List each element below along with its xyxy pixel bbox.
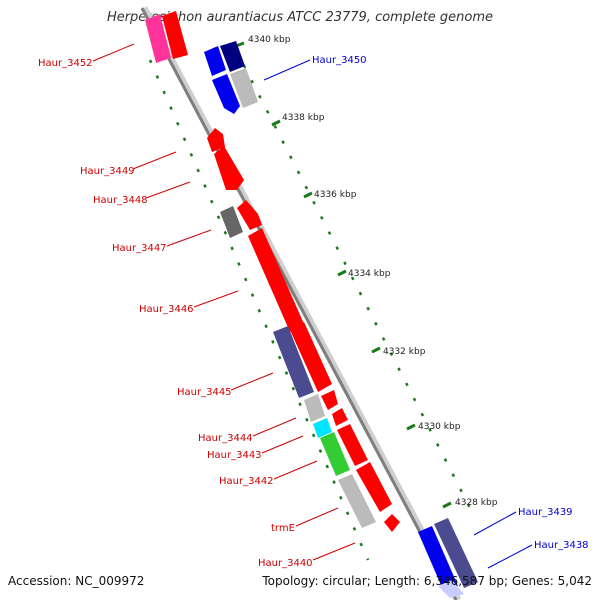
gene-label-leader: [273, 460, 318, 480]
gene-haur-3444-b[interactable]: [321, 390, 338, 410]
gene-label-leader: [263, 59, 311, 81]
gene-label-leader: [92, 43, 135, 62]
gene-haur-3439[interactable]: [418, 526, 458, 592]
gene-label[interactable]: Haur_3447: [112, 243, 167, 254]
gene-haur-3446[interactable]: [248, 228, 304, 332]
backbone-shadow: [140, 6, 462, 600]
gene-label-leader: [487, 544, 533, 569]
gene-label-leader: [261, 435, 304, 454]
gene-label-leader: [295, 507, 339, 527]
scale-tick-label: 4338 kbp: [282, 113, 325, 123]
gene-label[interactable]: Haur_3444: [198, 433, 253, 444]
gene-haur-3452-b[interactable]: [162, 11, 188, 59]
gene-label-leader: [252, 417, 297, 437]
gene-label-leader: [312, 542, 356, 561]
gene-haur-3450[interactable]: [204, 46, 226, 76]
gene-label[interactable]: Haur_3449: [80, 166, 135, 177]
scale-tick-label: 4330 kbp: [418, 422, 461, 432]
genome-backbone: [140, 7, 458, 600]
gene-haur-3442-b[interactable]: [356, 462, 392, 512]
scale-tick-label: 4340 kbp: [248, 35, 291, 45]
outer-dotted-track: [234, 49, 472, 509]
gene-haur-3449-b[interactable]: [214, 146, 244, 190]
scale-ticks: 4340 kbp 4338 kbp 4336 kbp 4334 kbp 4332…: [235, 35, 498, 509]
scale-tick-mark: [406, 423, 416, 431]
scale-tick-label: 4334 kbp: [348, 269, 391, 279]
gene-haur-3443-b[interactable]: [337, 424, 368, 466]
gene-label[interactable]: Haur_3448: [93, 195, 148, 206]
gene-haur-3444-c[interactable]: [332, 408, 348, 426]
gene-haur-3449[interactable]: [207, 128, 225, 152]
gene-label[interactable]: Haur_3445: [177, 387, 232, 398]
scale-tick-mark: [271, 119, 281, 127]
gene-label[interactable]: Haur_3450: [312, 55, 367, 66]
inner-dotted-track: [148, 59, 370, 561]
gene-label[interactable]: Haur_3452: [38, 58, 93, 69]
gene-blocks: [145, 11, 478, 598]
gene-haur-3445-b[interactable]: [290, 322, 332, 392]
gene-haur-3450-c[interactable]: [212, 74, 240, 114]
gene-label[interactable]: Haur_3443: [207, 450, 262, 461]
gene-haur-3444[interactable]: [304, 394, 325, 422]
scale-tick-mark: [303, 191, 313, 199]
gene-trmE-b[interactable]: [384, 514, 400, 532]
scale-tick-label: 4328 kbp: [455, 498, 498, 508]
accession-text: Accession: NC_009972: [8, 574, 145, 588]
gene-label-leader: [193, 290, 239, 308]
scale-tick-mark: [371, 346, 381, 354]
gene-label-leader: [166, 229, 212, 247]
gene-label[interactable]: Haur_3446: [139, 304, 194, 315]
gene-haur-3443[interactable]: [313, 418, 332, 438]
gene-label-leader: [230, 372, 274, 391]
gene-haur-3438-b[interactable]: [438, 580, 464, 598]
scale-tick-mark: [337, 269, 347, 277]
gene-label[interactable]: Haur_3438: [534, 540, 589, 551]
gene-labels: Haur_3452 Haur_3450 Haur_3449 Haur_3448 …: [38, 43, 589, 569]
gene-haur-3442[interactable]: [320, 432, 350, 476]
gene-haur-3447[interactable]: [220, 206, 243, 238]
map-title: Herpetosiphon aurantiacus ATCC 23779, co…: [106, 10, 494, 25]
gene-haur-3450-d[interactable]: [230, 68, 258, 108]
gene-label-leader: [473, 511, 517, 536]
gene-haur-3450-b[interactable]: [220, 41, 245, 72]
scale-tick-label: 4332 kbp: [383, 347, 426, 357]
gene-trmE[interactable]: [338, 474, 376, 528]
gene-haur-3445[interactable]: [273, 326, 314, 398]
scale-tick-label: 4336 kbp: [314, 190, 357, 200]
gene-label[interactable]: Haur_3440: [258, 558, 313, 569]
gene-label-leader: [145, 181, 191, 199]
scale-tick-mark: [442, 501, 452, 509]
gene-haur-3447-b[interactable]: [237, 200, 262, 230]
gene-haur-3452[interactable]: [145, 14, 171, 63]
gene-label[interactable]: trmE: [271, 523, 295, 534]
gene-label-leader: [132, 151, 177, 170]
gene-label[interactable]: Haur_3439: [518, 507, 573, 518]
gene-haur-3438[interactable]: [434, 518, 478, 588]
genome-summary-text: Topology: circular; Length: 6,346,587 bp…: [262, 574, 592, 588]
gene-label[interactable]: Haur_3442: [219, 476, 274, 487]
